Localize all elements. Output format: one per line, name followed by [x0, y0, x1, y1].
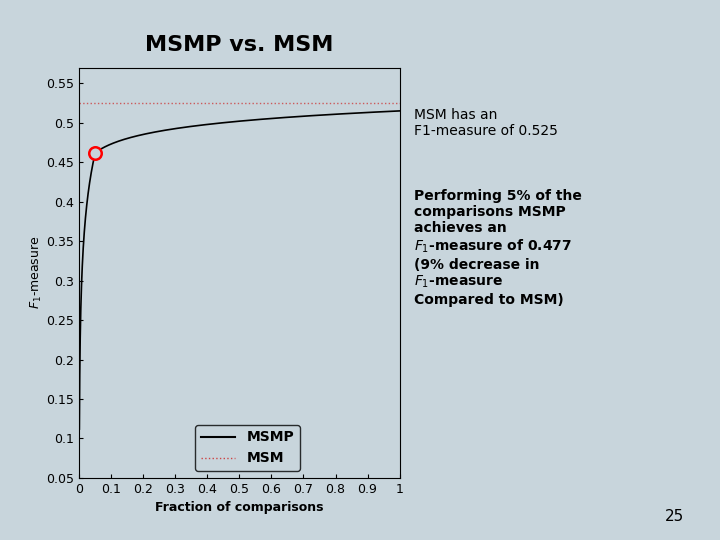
Title: MSMP vs. MSM: MSMP vs. MSM [145, 35, 333, 55]
Text: 25: 25 [665, 509, 684, 524]
X-axis label: Fraction of comparisons: Fraction of comparisons [155, 501, 324, 514]
Legend: MSMP, MSM: MSMP, MSM [195, 425, 300, 471]
Text: MSM has an
F1-measure of 0.525: MSM has an F1-measure of 0.525 [414, 108, 558, 138]
Text: Performing 5% of the
comparisons MSMP
achieves an
$F_1$-measure of 0.477
(9% dec: Performing 5% of the comparisons MSMP ac… [414, 189, 582, 307]
Y-axis label: $F_1$-measure: $F_1$-measure [29, 236, 44, 309]
